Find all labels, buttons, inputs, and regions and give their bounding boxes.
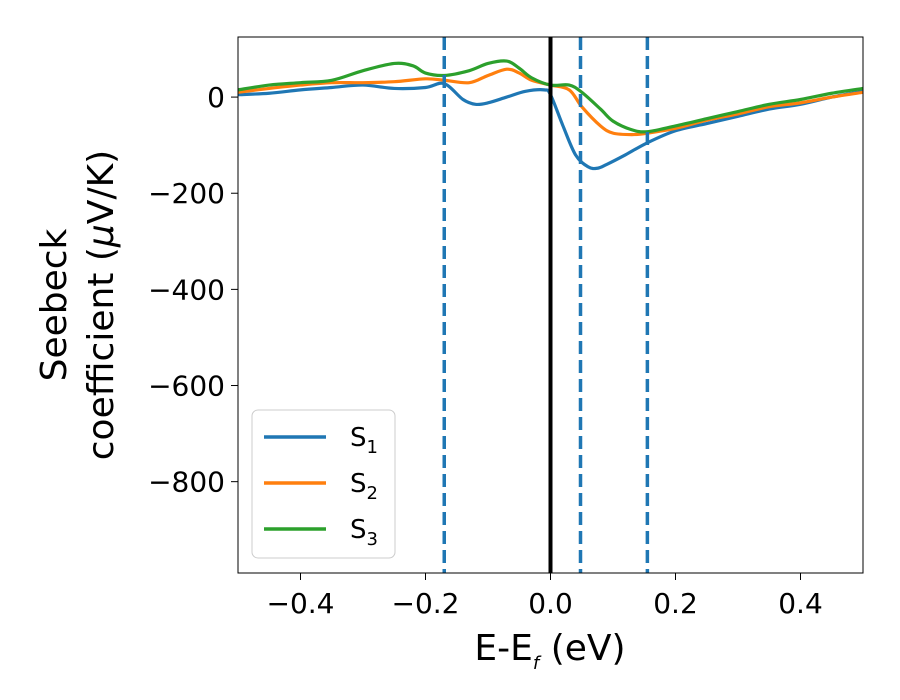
x-axis-label: E-Ef (eV): [474, 628, 625, 674]
x-tick-label: 0.2: [653, 587, 698, 620]
legend-label-s3: S3: [350, 515, 378, 550]
x-axis-label-unit: (eV): [539, 628, 625, 669]
y-tick-label: −600: [148, 370, 225, 403]
legend: S1 S2 S3: [251, 409, 396, 559]
y-axis-label-line2-main: coefficient (: [81, 247, 122, 460]
x-axis-label-main: E-E: [474, 628, 532, 669]
y-axis-label-mu: μ: [81, 224, 122, 248]
y-axis-label-line2: coefficient (μV/K): [81, 150, 122, 460]
y-axis-label-unit: V/K): [81, 150, 122, 224]
legend-label-s1: S1: [350, 423, 378, 458]
series-line-s3: [238, 59, 863, 134]
x-tick-label: −0.2: [392, 587, 460, 620]
x-axis-label-sub: f: [533, 653, 542, 674]
y-axis-label-line1: Seebeck: [34, 228, 75, 381]
x-tick-label: −0.4: [267, 587, 335, 620]
legend-label-s2: S2: [350, 469, 378, 504]
y-tick-label: −800: [148, 466, 225, 499]
y-tick-label: −200: [148, 177, 225, 210]
y-tick-label: 0: [207, 81, 225, 114]
x-tick-label: 0.0: [528, 587, 573, 620]
x-tick-label: 0.4: [778, 587, 823, 620]
y-tick-label: −400: [148, 273, 225, 306]
